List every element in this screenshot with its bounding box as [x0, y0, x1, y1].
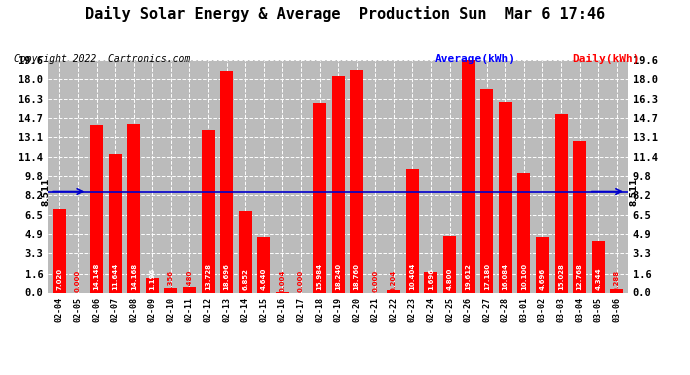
Text: 0.204: 0.204: [391, 270, 397, 292]
Bar: [351, 70, 363, 292]
Text: 16.084: 16.084: [502, 263, 509, 290]
Bar: [201, 130, 215, 292]
Bar: [109, 154, 121, 292]
Text: 12.768: 12.768: [577, 263, 582, 290]
Bar: [592, 241, 604, 292]
Bar: [443, 236, 456, 292]
Text: 4.696: 4.696: [540, 268, 546, 290]
Text: 4.640: 4.640: [261, 268, 267, 290]
Text: Daily Solar Energy & Average  Production Sun  Mar 6 17:46: Daily Solar Energy & Average Production …: [85, 6, 605, 22]
Bar: [536, 237, 549, 292]
Bar: [257, 237, 270, 292]
Bar: [518, 173, 531, 292]
Bar: [573, 141, 586, 292]
Text: 18.760: 18.760: [354, 263, 359, 290]
Text: 19.612: 19.612: [465, 263, 471, 290]
Text: 6.852: 6.852: [242, 268, 248, 290]
Bar: [406, 169, 419, 292]
Bar: [313, 103, 326, 292]
Text: 1.196: 1.196: [149, 268, 155, 290]
Bar: [480, 89, 493, 292]
Bar: [90, 124, 103, 292]
Text: 13.728: 13.728: [205, 263, 211, 290]
Bar: [499, 102, 512, 292]
Text: 0.480: 0.480: [186, 270, 193, 292]
Text: 18.696: 18.696: [224, 263, 230, 290]
Bar: [183, 287, 196, 292]
Text: Copyright 2022  Cartronics.com: Copyright 2022 Cartronics.com: [14, 54, 190, 64]
Bar: [127, 124, 140, 292]
Text: 15.028: 15.028: [558, 263, 564, 290]
Text: 8.511: 8.511: [41, 177, 50, 206]
Text: 11.644: 11.644: [112, 263, 118, 290]
Text: 17.180: 17.180: [484, 263, 490, 290]
Text: 4.344: 4.344: [595, 267, 601, 290]
Text: Average(kWh): Average(kWh): [435, 54, 515, 64]
Bar: [53, 209, 66, 292]
Text: 1.696: 1.696: [428, 268, 434, 290]
Text: 15.984: 15.984: [317, 263, 322, 290]
Text: 10.100: 10.100: [521, 263, 527, 290]
Text: 0.000: 0.000: [372, 270, 378, 292]
Text: 0.004: 0.004: [279, 270, 286, 292]
Bar: [424, 272, 437, 292]
Text: 0.288: 0.288: [613, 270, 620, 292]
Bar: [610, 289, 623, 292]
Text: 8.511: 8.511: [630, 177, 639, 206]
Text: 0.000: 0.000: [298, 270, 304, 292]
Bar: [164, 288, 177, 292]
Text: 14.148: 14.148: [94, 263, 99, 290]
Bar: [239, 211, 252, 292]
Text: 14.168: 14.168: [130, 263, 137, 290]
Bar: [555, 114, 567, 292]
Bar: [146, 278, 159, 292]
Text: 7.020: 7.020: [57, 268, 63, 290]
Text: 0.356: 0.356: [168, 270, 174, 292]
Text: 10.404: 10.404: [409, 263, 415, 290]
Text: 0.000: 0.000: [75, 270, 81, 292]
Bar: [332, 76, 344, 292]
Text: 4.800: 4.800: [446, 268, 453, 290]
Text: 18.240: 18.240: [335, 263, 341, 290]
Text: Daily(kWh): Daily(kWh): [573, 54, 640, 64]
Bar: [220, 71, 233, 292]
Bar: [387, 290, 400, 292]
Bar: [462, 60, 475, 292]
